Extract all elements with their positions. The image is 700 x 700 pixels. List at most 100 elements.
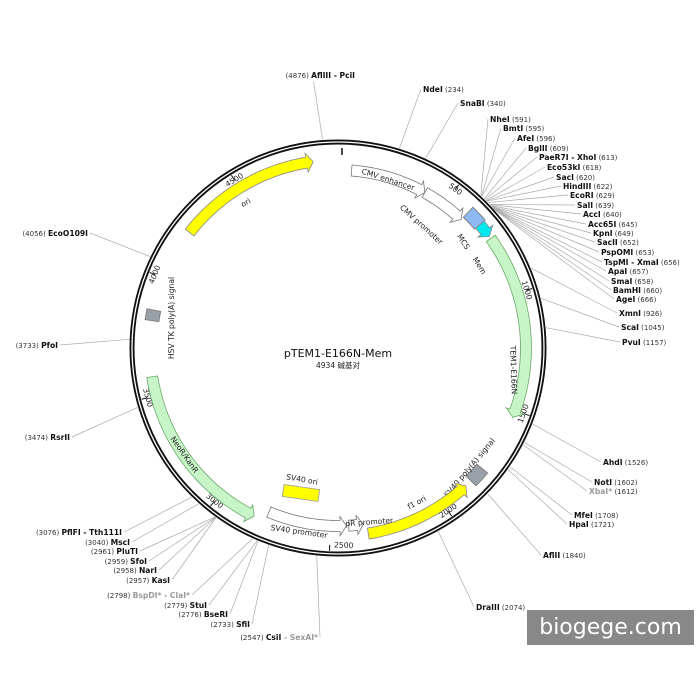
enzyme-position: (609) <box>547 145 568 153</box>
enzyme-label-mfei: MfeI (1708) <box>574 511 619 520</box>
enzyme-leader-line <box>522 444 588 492</box>
enzyme-name: StuI <box>190 601 208 610</box>
enzyme-name: EcoO109I <box>48 229 88 238</box>
feature-ori-arrow <box>184 152 314 237</box>
enzyme-name: ApaI <box>608 267 627 276</box>
enzyme-position: (1157) <box>641 339 667 347</box>
feature-mem-label: Mem <box>471 255 489 276</box>
plasmid-name: pTEM1-E166N-Mem <box>284 347 392 360</box>
ring-inner <box>131 141 545 555</box>
enzyme-label-smai: SmaI (658) <box>611 277 654 286</box>
enzyme-leader-line <box>493 208 612 291</box>
enzyme-leader-line <box>171 517 217 581</box>
enzyme-position: (1526) <box>623 459 649 467</box>
enzyme-leader-line <box>489 204 576 206</box>
feature-ampr-promoter-arrow <box>347 514 364 536</box>
enzyme-label-bamhi: BamHI (660) <box>613 286 662 295</box>
feature-mem-arrow <box>475 220 494 238</box>
enzyme-position: (2958) <box>113 567 139 575</box>
enzyme-name: NotI <box>594 478 612 487</box>
enzyme-name: DraIII <box>476 603 500 612</box>
enzyme-position: (3474) <box>25 434 51 442</box>
enzyme-leader-line <box>492 206 596 243</box>
enzyme-position: (653) <box>633 249 654 257</box>
enzyme-name: AfeI <box>517 134 534 143</box>
enzyme-label-agei: AgeI (666) <box>616 295 657 304</box>
enzyme-position: (640) <box>601 211 622 219</box>
enzyme-position: (926) <box>641 310 662 318</box>
tick-mark <box>447 510 453 517</box>
enzyme-label-sali: SalI (639) <box>577 201 614 210</box>
enzyme-position: (2733) <box>211 621 237 629</box>
enzyme-position: (649) <box>613 230 634 238</box>
feature-sv40-ori-label: SV40 ori <box>286 472 319 486</box>
feature-sv40-ori: SV40 ori <box>281 472 321 502</box>
feature-mem: Mem <box>471 220 494 276</box>
enzyme-name: SalI <box>577 201 593 210</box>
enzyme-name: SacII <box>597 238 618 247</box>
enzyme-position: (591) <box>510 116 531 124</box>
enzyme-position: (2961) <box>91 548 117 556</box>
enzyme-position: (622) <box>591 183 612 191</box>
enzyme-leader-line <box>481 127 502 197</box>
enzyme-position: (2547) <box>240 634 266 642</box>
feature-tem1-e166n: TEM1-E166N <box>485 234 532 418</box>
enzyme-leader-line <box>158 517 216 571</box>
enzyme-label-draiii: DraIII (2074) <box>476 603 525 612</box>
feature-ori-label: ori <box>239 196 252 209</box>
enzyme-labels: NdeI (234) SnaBI (340) NheI (591)BmtI (595… <box>16 71 680 642</box>
enzyme-label-ecori: EcoRI (629) <box>570 191 615 200</box>
enzyme-label-pvui: PvuI (1157) <box>622 338 667 347</box>
enzyme-position: (1045) <box>639 324 665 332</box>
enzyme-leader-line <box>487 493 542 556</box>
feature-hsv-tk-poly-a-signal-shape <box>144 308 162 323</box>
enzyme-position: (1721) <box>589 521 615 529</box>
enzyme-leader-line <box>131 503 199 543</box>
enzyme-name: NarI <box>139 566 157 575</box>
enzyme-label-xbai-: XbaI* (1612) <box>589 487 638 496</box>
enzyme-name: PvuI <box>622 338 641 347</box>
enzyme-name: PspOMI <box>601 248 633 257</box>
feature-ampr-promoter-label: AmpR promoter <box>333 516 395 529</box>
enzyme-position: (4876) <box>286 72 312 80</box>
enzyme-label-ahdi: AhdI (1526) <box>603 458 648 467</box>
enzyme-position: (3733) <box>16 342 42 350</box>
enzyme-leader-line <box>531 267 618 314</box>
enzyme-leader-line <box>492 206 600 253</box>
enzyme-name: HindIII <box>563 182 591 191</box>
enzyme-name: XmnI <box>619 309 641 318</box>
enzyme-position: (1602) <box>612 479 638 487</box>
enzyme-label-pluti: (2961) PluTI <box>91 547 138 556</box>
enzyme-name: AgeI <box>616 295 635 304</box>
enzyme-name: PluTI <box>116 547 138 556</box>
enzyme-position: (595) <box>523 125 544 133</box>
enzyme-label-aflii: AflII (1840) <box>543 551 586 560</box>
enzyme-leader-line <box>524 442 593 483</box>
enzyme-label-ecoo109i: (4056) EcoO109I <box>22 229 88 238</box>
enzyme-position: (1840) <box>560 552 586 560</box>
enzyme-name: BglII <box>528 144 548 153</box>
enzyme-label-afei: AfeI (596) <box>517 134 555 143</box>
enzyme-name: SfiI <box>236 620 250 629</box>
feature-hsv-tk-poly-a-signal: HSV TK poly(A) signal <box>144 277 176 359</box>
enzyme-name: PflFI - Tth111I <box>61 528 122 537</box>
watermark: biogege.com <box>527 610 694 645</box>
enzyme-label-bspdi-clai-: (2798) BspDI* - ClaI* <box>107 591 190 600</box>
tick-mark <box>141 397 148 400</box>
feature-sv40-promoter: SV40 promoter <box>266 506 347 540</box>
enzyme-leader-line <box>490 205 587 225</box>
enzyme-name: SfoI <box>130 557 147 566</box>
enzyme-name: AflIII - PciI <box>311 71 355 80</box>
enzyme-name: NheI <box>490 115 510 124</box>
feature-mcs-label: MCS <box>455 232 472 251</box>
feature-hsv-tk-poly-a-signal-label: HSV TK poly(A) signal <box>167 277 176 359</box>
tick-mark <box>454 184 460 190</box>
enzyme-name: CsiI <box>266 633 282 642</box>
feature-ori: ori <box>184 152 314 237</box>
enzyme-position: (645) <box>616 221 637 229</box>
enzyme-position: (2776) <box>178 611 204 619</box>
enzyme-name-unavailable: BspDI* - ClaI* <box>133 591 190 600</box>
feature-sv40-poly-a-signal-shape <box>465 463 489 487</box>
